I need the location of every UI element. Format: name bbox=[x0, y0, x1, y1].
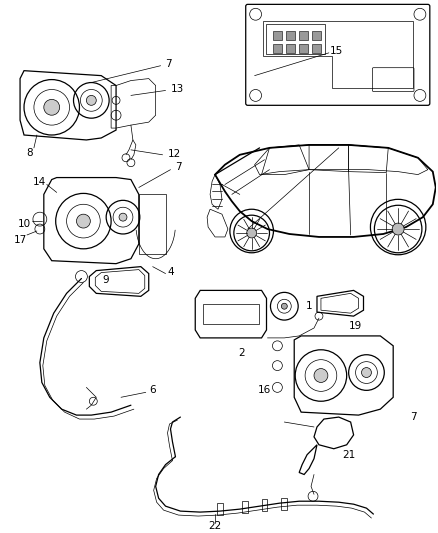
Circle shape bbox=[247, 228, 257, 238]
Circle shape bbox=[361, 368, 371, 377]
Text: 7: 7 bbox=[410, 412, 416, 422]
Bar bbox=[281, 498, 287, 510]
Text: 2: 2 bbox=[238, 348, 245, 358]
Text: 6: 6 bbox=[149, 385, 156, 395]
Bar bbox=[286, 44, 295, 53]
Text: 15: 15 bbox=[330, 46, 343, 56]
Bar bbox=[299, 31, 308, 40]
Circle shape bbox=[44, 99, 60, 115]
Text: 10: 10 bbox=[18, 219, 31, 229]
Circle shape bbox=[314, 369, 328, 383]
Bar bbox=[312, 44, 321, 53]
Text: 16: 16 bbox=[258, 385, 271, 395]
Bar bbox=[312, 31, 321, 40]
Circle shape bbox=[119, 213, 127, 221]
Bar bbox=[273, 44, 283, 53]
Bar bbox=[286, 31, 295, 40]
Text: 13: 13 bbox=[171, 84, 184, 94]
Text: 1: 1 bbox=[306, 301, 312, 311]
Text: 21: 21 bbox=[342, 450, 355, 459]
Text: 8: 8 bbox=[27, 148, 33, 158]
Circle shape bbox=[392, 223, 404, 235]
Bar bbox=[242, 501, 248, 513]
Text: 12: 12 bbox=[168, 149, 181, 159]
Circle shape bbox=[86, 95, 96, 106]
Text: 17: 17 bbox=[14, 235, 27, 245]
Text: 7: 7 bbox=[165, 59, 172, 69]
Circle shape bbox=[77, 214, 90, 228]
Circle shape bbox=[281, 303, 287, 309]
Text: 9: 9 bbox=[103, 276, 110, 286]
Text: 19: 19 bbox=[349, 321, 362, 331]
Bar bbox=[299, 44, 308, 53]
Bar bbox=[273, 31, 283, 40]
Text: 4: 4 bbox=[167, 266, 174, 277]
Text: 22: 22 bbox=[208, 521, 222, 531]
Bar bbox=[261, 499, 268, 511]
Bar bbox=[217, 503, 223, 515]
Text: 14: 14 bbox=[33, 176, 46, 187]
Text: 7: 7 bbox=[175, 161, 182, 172]
